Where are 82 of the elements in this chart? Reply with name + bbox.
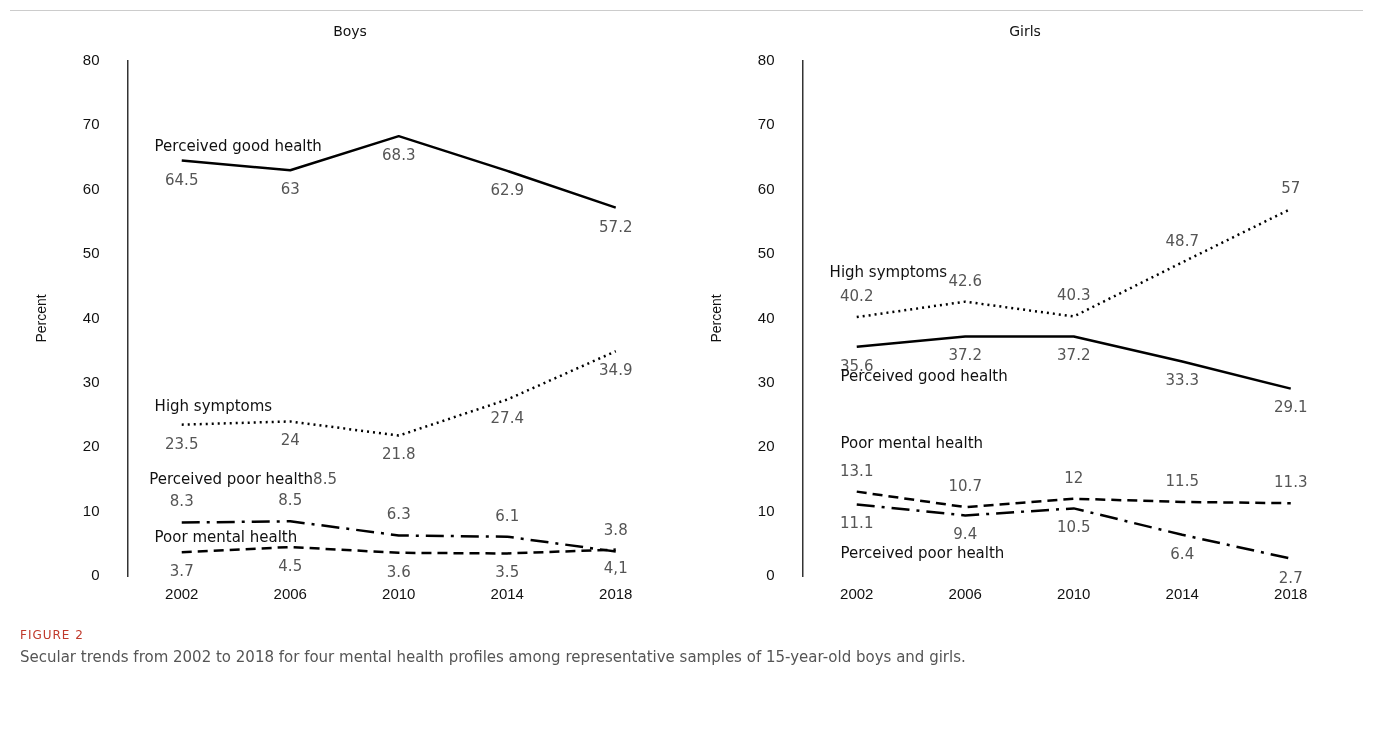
data-label: 11.1 — [840, 514, 874, 533]
x-tick-label: 2002 — [165, 585, 199, 603]
data-label: 3.5 — [495, 563, 520, 582]
data-label: 29.1 — [1274, 398, 1308, 417]
data-label: 3.8 — [603, 521, 628, 540]
text: Secular trends from 2002 to 2018 for four mental health profiles among representative samples of 15-year-old boys and girls. — [20, 648, 967, 666]
y-tick-label: 50 — [757, 244, 775, 262]
data-label: 6.4 — [1170, 544, 1195, 563]
y-tick-label: 10 — [757, 501, 775, 519]
x-tick-label: 2018 — [599, 585, 633, 603]
data-label: 23.5 — [165, 434, 199, 453]
data-label: 68.3 — [382, 146, 416, 165]
x-tick-label: 2006 — [948, 585, 982, 603]
data-label: 21.8 — [382, 445, 416, 464]
y-tick-label: 0 — [91, 566, 100, 584]
data-label: 57 — [1281, 178, 1301, 197]
chart-title: Girls — [1009, 23, 1041, 40]
data-label: 27.4 — [490, 409, 524, 428]
data-label: 8.5 — [278, 491, 303, 510]
x-tick-label: 2014 — [490, 585, 524, 603]
data-label: 62.9 — [490, 180, 524, 199]
y-tick-label: 80 — [757, 50, 775, 68]
y-tick-label: 30 — [82, 372, 100, 390]
y-tick-label: 70 — [757, 115, 775, 133]
data-label: 3.6 — [386, 562, 411, 581]
data-label: 2.7 — [1278, 568, 1303, 587]
series-label: Perceived good health — [154, 136, 322, 155]
data-label: 40.3 — [1057, 286, 1091, 305]
y-tick-label: 60 — [82, 179, 100, 197]
y-axis-title: Percent — [708, 294, 725, 343]
y-tick-label: 0 — [766, 566, 775, 584]
data-label: 11.3 — [1274, 473, 1308, 492]
text: Poor mental health — [840, 433, 984, 452]
series-label: High symptoms — [154, 396, 273, 415]
data-label: 8.3 — [169, 492, 194, 511]
data-label: 34.9 — [599, 361, 633, 380]
y-tick-label: 40 — [82, 308, 100, 326]
y-tick-label: 10 — [82, 501, 100, 519]
y-tick-label: 50 — [82, 244, 100, 262]
x-tick-label: 2010 — [382, 585, 416, 603]
y-tick-label: 70 — [82, 115, 100, 133]
y-tick-label: 80 — [82, 50, 100, 68]
x-tick-label: 2018 — [1274, 585, 1308, 603]
data-label: 9.4 — [953, 525, 978, 544]
data-label: 4.5 — [278, 556, 303, 575]
data-label: 57.2 — [599, 217, 633, 236]
series-label: Poor mental health — [154, 528, 298, 547]
text: Perceived poor health — [840, 544, 1005, 563]
data-label: 64.5 — [165, 170, 199, 189]
data-label: 13.1 — [840, 461, 874, 480]
y-tick-label: 30 — [757, 372, 775, 390]
data-label: 24 — [280, 431, 300, 450]
data-label: 6.1 — [495, 506, 520, 525]
y-tick-label: 20 — [757, 437, 775, 455]
data-label: 63 — [280, 180, 300, 199]
annotation: 8.5 — [313, 470, 337, 489]
x-tick-label: 2002 — [840, 585, 874, 603]
data-label: 4,1 — [603, 559, 628, 578]
data-label: 42.6 — [948, 271, 982, 290]
x-tick-label: 2014 — [1165, 585, 1199, 603]
data-label: 10.7 — [948, 476, 982, 495]
chart-title: Boys — [333, 23, 367, 40]
data-label: 3.7 — [169, 562, 194, 581]
data-label: 11.5 — [1165, 471, 1199, 490]
data-label: 40.2 — [840, 287, 874, 305]
caption: FIGURE 2 — [20, 628, 85, 642]
series-label: High symptoms — [829, 263, 948, 281]
line-series — [855, 490, 1292, 509]
data-label: 48.7 — [1165, 232, 1199, 251]
y-tick-label: 40 — [757, 308, 775, 326]
x-tick-label: 2010 — [1057, 585, 1091, 603]
data-label: 6.3 — [386, 505, 411, 524]
y-tick-label: 60 — [757, 179, 775, 197]
data-label: 33.3 — [1165, 371, 1199, 390]
y-tick-label: 20 — [82, 437, 100, 455]
data-label: 37.2 — [948, 346, 982, 365]
x-tick-label: 2006 — [273, 585, 307, 603]
text: Perceived poor health — [149, 470, 314, 489]
y-axis-title: Percent — [33, 294, 50, 343]
data-label: 10.5 — [1057, 518, 1091, 537]
data-label: 12 — [1064, 468, 1084, 487]
data-label: 37.2 — [1057, 346, 1091, 365]
